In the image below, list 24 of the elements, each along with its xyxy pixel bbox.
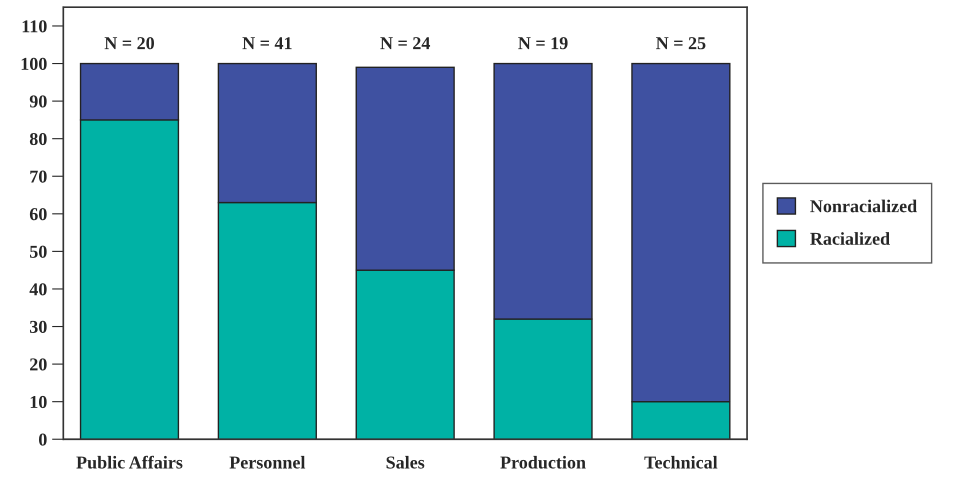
- x-tick-label: Sales: [386, 456, 424, 469]
- annotation: N = 19: [518, 37, 568, 50]
- x-tick-label: Personnel: [230, 456, 306, 469]
- y-tick-label: 80: [30, 132, 47, 146]
- x-tick-label: Production: [500, 456, 586, 469]
- y-tick-label: 60: [30, 208, 47, 220]
- annotation: N = 24: [380, 37, 430, 50]
- annotation: N = 41: [242, 37, 292, 50]
- x-tick-label: Public Affairs: [76, 456, 182, 469]
- annotation: N = 20: [104, 37, 154, 50]
- y-tick-label: 110: [22, 20, 47, 32]
- y-tick-label: 20: [30, 358, 47, 371]
- y-tick-label: 90: [30, 95, 47, 108]
- legend-label: Nonracialized: [810, 200, 917, 212]
- y-tick-label: 70: [30, 170, 47, 183]
- legend-label: Racialized: [810, 232, 890, 245]
- y-tick-label: 40: [30, 283, 47, 296]
- y-tick-label: 50: [30, 246, 47, 258]
- y-tick-label: 0: [39, 434, 47, 446]
- annotation: N = 25: [656, 37, 706, 50]
- y-tick-label: 10: [30, 396, 47, 408]
- x-tick-label: Technical: [644, 456, 718, 469]
- y-tick-label: 30: [30, 320, 47, 333]
- y-tick-label: 100: [22, 58, 47, 70]
